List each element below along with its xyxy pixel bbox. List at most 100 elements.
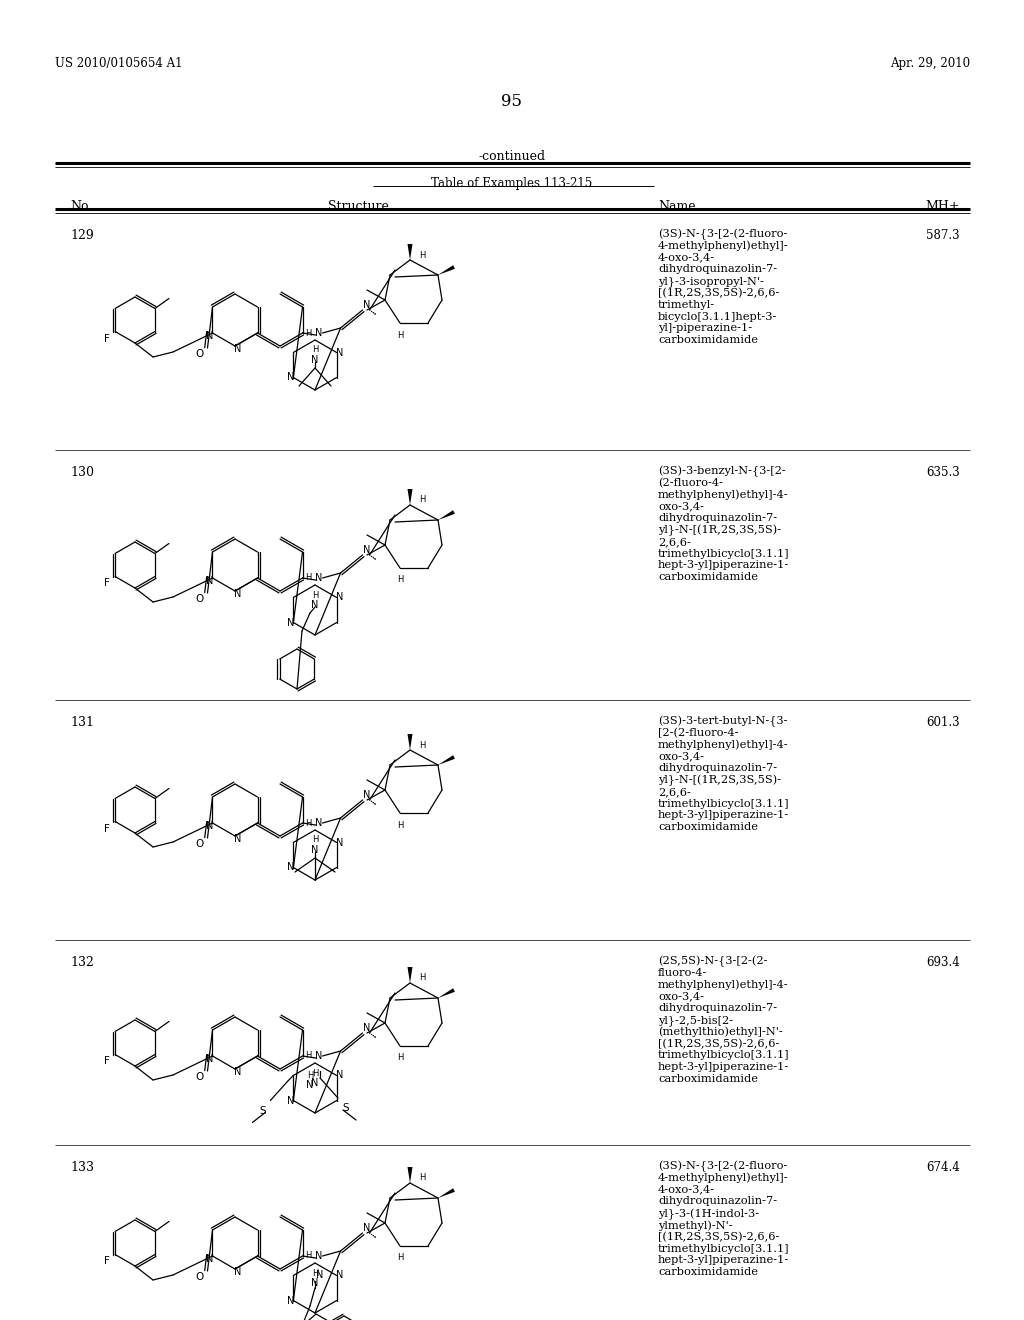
Text: H: H	[419, 741, 425, 750]
Text: 601.3: 601.3	[927, 715, 961, 729]
Text: Apr. 29, 2010: Apr. 29, 2010	[890, 57, 970, 70]
Text: N: N	[311, 355, 318, 366]
Text: (2S,5S)-N-{3-[2-(2-: (2S,5S)-N-{3-[2-(2-	[658, 956, 768, 968]
Text: N: N	[206, 331, 213, 341]
Text: dihydroquinazolin-7-: dihydroquinazolin-7-	[658, 1196, 777, 1206]
Text: 133: 133	[70, 1162, 94, 1173]
Text: S: S	[259, 1106, 265, 1115]
Text: yl}-N-[(1R,2S,3S,5S)-: yl}-N-[(1R,2S,3S,5S)-	[658, 775, 781, 787]
Text: carboximidamide: carboximidamide	[658, 1267, 758, 1278]
Text: dihydroquinazolin-7-: dihydroquinazolin-7-	[658, 513, 777, 523]
Text: O: O	[196, 1272, 204, 1282]
Text: 129: 129	[70, 228, 94, 242]
Text: methylphenyl)ethyl]-4-: methylphenyl)ethyl]-4-	[658, 739, 788, 750]
Text: yl}-3-(1H-indol-3-: yl}-3-(1H-indol-3-	[658, 1208, 759, 1220]
Text: 2,6,6-: 2,6,6-	[658, 537, 691, 546]
Text: N: N	[336, 593, 343, 602]
Text: H: H	[305, 573, 311, 582]
Text: N: N	[287, 1295, 294, 1305]
Text: oxo-3,4-: oxo-3,4-	[658, 502, 705, 511]
Text: bicyclo[3.1.1]hept-3-: bicyclo[3.1.1]hept-3-	[658, 312, 777, 322]
Text: [(1R,2S,3S,5S)-2,6,6-: [(1R,2S,3S,5S)-2,6,6-	[658, 1232, 779, 1242]
Text: Table of Examples 113-215: Table of Examples 113-215	[431, 177, 593, 190]
Text: methylphenyl)ethyl]-4-: methylphenyl)ethyl]-4-	[658, 490, 788, 500]
Text: H: H	[312, 590, 318, 599]
Text: carboximidamide: carboximidamide	[658, 1074, 758, 1084]
Text: (3S)-N-{3-[2-(2-fluoro-: (3S)-N-{3-[2-(2-fluoro-	[658, 228, 787, 240]
Text: (2-fluoro-4-: (2-fluoro-4-	[658, 478, 723, 488]
Text: H: H	[312, 346, 318, 355]
Text: (3S)-3-tert-butyl-N-{3-: (3S)-3-tert-butyl-N-{3-	[658, 715, 787, 727]
Text: yl}-N-[(1R,2S,3S,5S)-: yl}-N-[(1R,2S,3S,5S)-	[658, 525, 781, 536]
Text: H: H	[419, 251, 425, 260]
Text: N: N	[336, 1270, 343, 1280]
Text: trimethyl-: trimethyl-	[658, 300, 715, 310]
Text: H: H	[419, 495, 425, 504]
Text: ylmethyl)-N'-: ylmethyl)-N'-	[658, 1220, 732, 1230]
Polygon shape	[438, 1188, 455, 1199]
Text: H: H	[397, 576, 403, 585]
Text: N: N	[287, 862, 294, 873]
Text: N: N	[362, 789, 371, 800]
Text: N: N	[311, 845, 318, 855]
Text: O: O	[196, 594, 204, 605]
Text: N: N	[287, 1096, 294, 1106]
Text: fluoro-4-: fluoro-4-	[658, 968, 708, 978]
Text: 635.3: 635.3	[927, 466, 961, 479]
Text: N: N	[336, 347, 343, 358]
Text: 587.3: 587.3	[927, 228, 961, 242]
Text: F: F	[104, 1056, 110, 1067]
Text: hept-3-yl]piperazine-1-: hept-3-yl]piperazine-1-	[658, 1063, 790, 1072]
Text: H: H	[397, 821, 403, 829]
Text: O: O	[196, 1072, 204, 1082]
Text: MH+: MH+	[926, 201, 961, 213]
Text: O: O	[196, 840, 204, 849]
Polygon shape	[408, 1167, 413, 1183]
Text: N: N	[336, 837, 343, 847]
Text: H: H	[305, 329, 311, 338]
Text: N: N	[362, 1023, 371, 1034]
Polygon shape	[438, 755, 455, 766]
Text: methylphenyl)ethyl]-4-: methylphenyl)ethyl]-4-	[658, 979, 788, 990]
Text: carboximidamide: carboximidamide	[658, 335, 758, 346]
Text: H: H	[312, 1269, 318, 1278]
Text: [(1R,2S,3S,5S)-2,6,6-: [(1R,2S,3S,5S)-2,6,6-	[658, 288, 779, 298]
Text: N: N	[314, 573, 323, 583]
Polygon shape	[408, 968, 413, 983]
Text: N: N	[314, 327, 323, 338]
Text: H: H	[307, 1071, 313, 1080]
Text: [2-(2-fluoro-4-: [2-(2-fluoro-4-	[658, 727, 738, 738]
Text: N: N	[234, 1067, 242, 1077]
Text: N: N	[206, 821, 213, 832]
Text: 4-methylphenyl)ethyl]-: 4-methylphenyl)ethyl]-	[658, 240, 788, 251]
Text: 132: 132	[70, 956, 94, 969]
Text: S: S	[343, 1104, 349, 1113]
Text: (3S)-N-{3-[2-(2-fluoro-: (3S)-N-{3-[2-(2-fluoro-	[658, 1162, 787, 1172]
Text: N: N	[234, 589, 242, 599]
Text: dihydroquinazolin-7-: dihydroquinazolin-7-	[658, 763, 777, 774]
Text: N: N	[206, 1254, 213, 1265]
Text: N: N	[306, 1080, 313, 1090]
Text: H: H	[397, 1053, 403, 1063]
Polygon shape	[408, 244, 413, 260]
Text: H: H	[419, 1173, 425, 1183]
Text: O: O	[196, 348, 204, 359]
Text: N: N	[362, 1224, 371, 1233]
Polygon shape	[408, 488, 413, 506]
Text: 674.4: 674.4	[927, 1162, 961, 1173]
Text: Structure: Structure	[328, 201, 388, 213]
Text: N: N	[314, 818, 323, 828]
Text: N: N	[234, 834, 242, 843]
Text: F: F	[104, 824, 110, 833]
Text: US 2010/0105654 A1: US 2010/0105654 A1	[55, 57, 182, 70]
Text: oxo-3,4-: oxo-3,4-	[658, 751, 705, 762]
Text: carboximidamide: carboximidamide	[658, 572, 758, 582]
Polygon shape	[438, 265, 455, 275]
Text: N: N	[311, 601, 318, 610]
Polygon shape	[438, 989, 455, 998]
Text: dihydroquinazolin-7-: dihydroquinazolin-7-	[658, 264, 777, 275]
Text: hept-3-yl]piperazine-1-: hept-3-yl]piperazine-1-	[658, 810, 790, 821]
Text: N: N	[314, 1051, 323, 1061]
Text: trimethylbicyclo[3.1.1]: trimethylbicyclo[3.1.1]	[658, 1243, 790, 1254]
Text: 4-oxo-3,4-: 4-oxo-3,4-	[658, 252, 715, 263]
